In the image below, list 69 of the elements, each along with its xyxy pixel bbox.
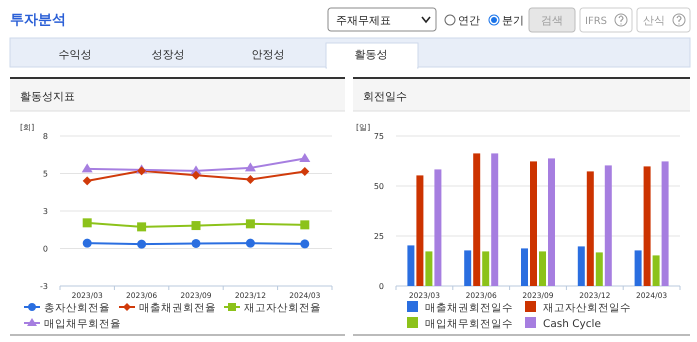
point [137, 240, 146, 249]
y-tick-label: 50 [374, 182, 384, 191]
point [246, 219, 255, 228]
legend-label: 재고자산회전율 [244, 302, 321, 314]
bar [425, 251, 432, 286]
text: 수익성 [58, 48, 92, 61]
legend-label: Cash Cycle [543, 318, 601, 330]
point [246, 175, 255, 184]
point [300, 220, 310, 230]
y-tick-label: 5 [42, 170, 48, 178]
bar [530, 161, 537, 286]
point [192, 221, 200, 230]
bar [521, 248, 528, 286]
bar [662, 161, 669, 286]
point [82, 218, 92, 228]
legend-label: 총자산회전율 [44, 302, 110, 314]
bar [464, 250, 472, 286]
text: IFRS [585, 16, 607, 27]
legend-label: 재고자산회전일수 [543, 302, 631, 314]
point [192, 170, 200, 180]
text: 분기 [502, 14, 524, 27]
y-tick-label: 0 [42, 244, 48, 254]
text: 검색 [541, 14, 563, 27]
bar [596, 252, 603, 286]
y-tick-label: 8 [42, 132, 48, 141]
chart-title: 활동성지표 [20, 90, 75, 103]
point [82, 238, 92, 248]
y-axis-title: [일] [356, 123, 370, 132]
point [246, 238, 255, 248]
text: 주재무제표 [336, 14, 391, 27]
y-tick-label: -3 [40, 282, 48, 291]
point [82, 176, 92, 186]
bar [416, 175, 424, 286]
bar [434, 169, 442, 286]
bar [634, 250, 642, 286]
bar [482, 251, 490, 286]
bar [586, 171, 594, 286]
bar [539, 251, 546, 286]
text: 연간 [458, 14, 480, 27]
legend-label: 매입채무회전율 [44, 318, 121, 330]
y-tick-label: 0 [378, 282, 384, 291]
bar [407, 245, 414, 286]
y-tick-label: 25 [374, 232, 384, 241]
bar [491, 153, 498, 286]
bar [604, 165, 612, 286]
point [192, 238, 200, 248]
text: 투자분석 [10, 12, 66, 28]
bar [473, 153, 480, 286]
y-axis-title: [회] [20, 123, 34, 132]
legend-label: 매출채권회전율 [139, 302, 216, 314]
bar [578, 246, 585, 286]
chart-title: 회전일수 [363, 90, 407, 103]
bar [652, 255, 660, 286]
text: 활동성 [354, 48, 388, 61]
point [82, 163, 93, 172]
point [244, 162, 256, 172]
point [137, 222, 146, 232]
y-tick-label: 75 [374, 132, 384, 141]
text: 안정성 [252, 48, 284, 61]
bar [644, 166, 651, 286]
point [299, 153, 310, 162]
point [300, 166, 310, 176]
bar [548, 158, 555, 286]
legend-label: 매입채무회전일수 [425, 318, 513, 330]
text: 성장성 [152, 48, 184, 61]
text: 산식 [643, 14, 665, 27]
point [300, 239, 310, 248]
legend-label: 매출채권회전일수 [425, 302, 513, 314]
y-tick-label: 3 [42, 207, 48, 216]
